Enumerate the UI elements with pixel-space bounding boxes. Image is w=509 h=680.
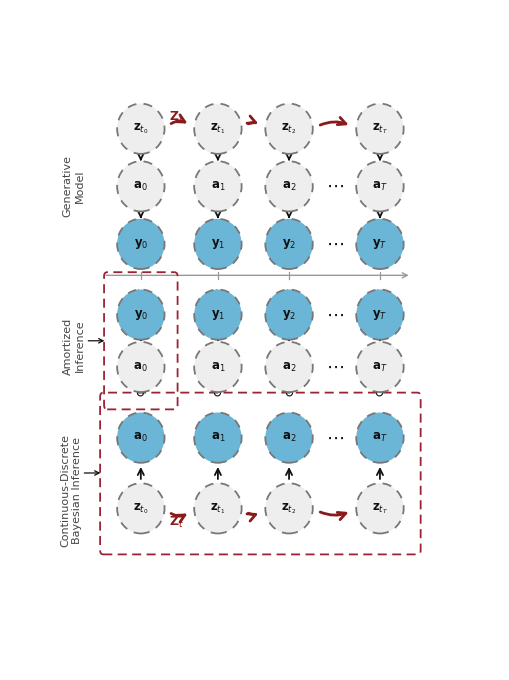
Text: $\mathbf{a}_{1}$: $\mathbf{a}_{1}$ (210, 180, 225, 193)
Text: $\mathbf{z}_{t_1}$: $\mathbf{z}_{t_1}$ (210, 122, 225, 136)
Text: $\mathbf{y}_{0}$: $\mathbf{y}_{0}$ (133, 307, 148, 322)
Ellipse shape (117, 103, 164, 154)
Text: $\cdots$: $\cdots$ (325, 235, 343, 253)
Ellipse shape (356, 219, 403, 269)
Ellipse shape (117, 413, 164, 463)
Ellipse shape (356, 342, 403, 392)
Text: $t_T$: $t_T$ (374, 287, 385, 301)
Text: $\mathbf{a}_{2}$: $\mathbf{a}_{2}$ (281, 360, 296, 373)
Ellipse shape (265, 342, 312, 392)
Text: $\mathbf{y}_{2}$: $\mathbf{y}_{2}$ (281, 307, 296, 322)
Text: $\cdots$: $\cdots$ (325, 358, 343, 376)
Text: $\mathbf{z}_{t_2}$: $\mathbf{z}_{t_2}$ (281, 501, 296, 515)
Text: $\mathbf{y}_{1}$: $\mathbf{y}_{1}$ (210, 237, 224, 251)
Ellipse shape (194, 342, 241, 392)
Ellipse shape (194, 161, 241, 211)
Text: $\mathbf{a}_{2}$: $\mathbf{a}_{2}$ (281, 180, 296, 193)
Ellipse shape (265, 413, 312, 463)
Ellipse shape (265, 103, 312, 154)
Text: $\cdots$: $\cdots$ (325, 305, 343, 324)
Text: $\mathbf{z}_{t_T}$: $\mathbf{z}_{t_T}$ (371, 501, 387, 515)
Text: Generative
Model: Generative Model (63, 155, 84, 218)
Text: $\mathbf{a}_{1}$: $\mathbf{a}_{1}$ (210, 431, 225, 444)
Text: $\mathbf{y}_{1}$: $\mathbf{y}_{1}$ (210, 307, 224, 322)
Text: $\mathbf{y}_{T}$: $\mathbf{y}_{T}$ (372, 237, 387, 251)
Text: $\mathbf{z}_{t_T}$: $\mathbf{z}_{t_T}$ (371, 122, 387, 136)
Ellipse shape (356, 103, 403, 154)
Text: $\mathbf{y}_{T}$: $\mathbf{y}_{T}$ (372, 307, 387, 322)
Ellipse shape (265, 161, 312, 211)
Text: $\mathbf{y}_{2}$: $\mathbf{y}_{2}$ (281, 237, 296, 251)
Ellipse shape (356, 290, 403, 340)
Text: $\mathbf{a}_{T}$: $\mathbf{a}_{T}$ (372, 431, 387, 444)
Ellipse shape (265, 219, 312, 269)
Text: Continuous-Discrete
Bayesian Inference: Continuous-Discrete Bayesian Inference (60, 434, 81, 547)
Ellipse shape (356, 161, 403, 211)
Text: $\mathbf{a}_{2}$: $\mathbf{a}_{2}$ (281, 431, 296, 444)
Text: $\subset$: $\subset$ (281, 384, 296, 400)
Ellipse shape (265, 290, 312, 340)
Ellipse shape (194, 483, 241, 534)
Ellipse shape (194, 219, 241, 269)
Text: $t_2$: $t_2$ (283, 287, 294, 301)
Text: $\cdots$: $\cdots$ (325, 177, 343, 195)
Ellipse shape (194, 290, 241, 340)
Ellipse shape (117, 342, 164, 392)
Ellipse shape (194, 103, 241, 154)
Text: $\mathbf{z}_{t_2}$: $\mathbf{z}_{t_2}$ (281, 122, 296, 136)
Text: $\subset$: $\subset$ (372, 384, 387, 400)
Text: $\mathbf{a}_{1}$: $\mathbf{a}_{1}$ (210, 360, 225, 373)
Text: $\mathbf{a}_{0}$: $\mathbf{a}_{0}$ (133, 360, 148, 373)
Ellipse shape (194, 413, 241, 463)
Ellipse shape (356, 483, 403, 534)
Text: $\cdots$: $\cdots$ (325, 428, 343, 447)
Text: $t_0$: $t_0$ (135, 287, 146, 301)
Text: $\mathbf{Z}_t$: $\mathbf{Z}_t$ (168, 515, 183, 530)
Text: $\mathbf{Z}_t$: $\mathbf{Z}_t$ (168, 109, 183, 124)
Text: $\mathbf{z}_{t_1}$: $\mathbf{z}_{t_1}$ (210, 501, 225, 515)
Text: $\mathbf{a}_{T}$: $\mathbf{a}_{T}$ (372, 360, 387, 373)
Text: $\mathbf{z}_{t_0}$: $\mathbf{z}_{t_0}$ (133, 501, 148, 515)
Text: $\subset$: $\subset$ (133, 384, 148, 400)
Text: $\mathbf{a}_{0}$: $\mathbf{a}_{0}$ (133, 180, 148, 193)
Text: $\mathbf{a}_{T}$: $\mathbf{a}_{T}$ (372, 180, 387, 193)
Ellipse shape (117, 290, 164, 340)
Text: $\mathbf{y}_{0}$: $\mathbf{y}_{0}$ (133, 237, 148, 251)
Text: $\mathbf{a}_{0}$: $\mathbf{a}_{0}$ (133, 431, 148, 444)
Ellipse shape (117, 161, 164, 211)
Text: $t_1$: $t_1$ (212, 287, 223, 301)
Text: $\subset$: $\subset$ (210, 384, 225, 400)
Ellipse shape (265, 483, 312, 534)
Text: $\mathbf{z}_{t_0}$: $\mathbf{z}_{t_0}$ (133, 122, 148, 136)
Ellipse shape (356, 413, 403, 463)
Text: Amortized
Inference: Amortized Inference (63, 318, 84, 375)
Ellipse shape (117, 219, 164, 269)
Ellipse shape (117, 483, 164, 534)
